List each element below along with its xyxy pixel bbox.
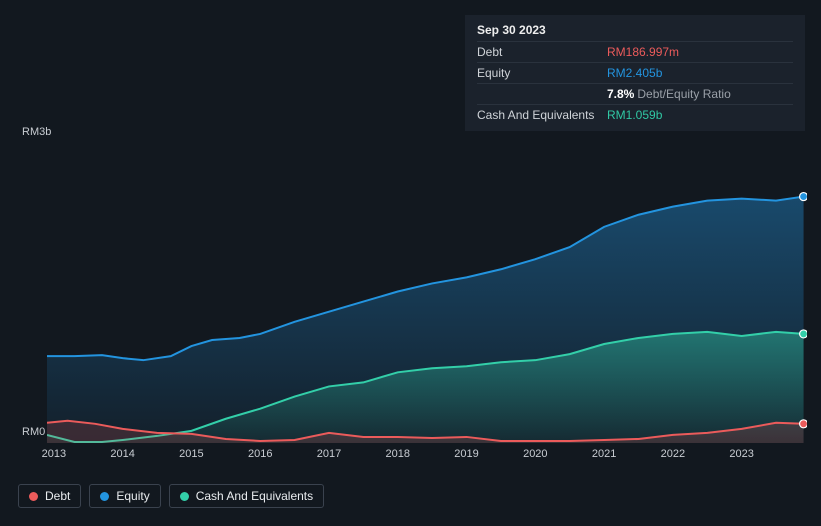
legend-label: Debt: [45, 489, 70, 503]
x-tick: 2022: [661, 448, 685, 460]
chart-svg: [47, 140, 807, 443]
x-tick: 2021: [592, 448, 616, 460]
x-tick: 2013: [42, 448, 66, 460]
x-tick: 2017: [317, 448, 341, 460]
x-tick: 2018: [386, 448, 410, 460]
tooltip-row-debt: Debt RM186.997m: [477, 41, 793, 62]
chart-legend: Debt Equity Cash And Equivalents: [18, 484, 324, 508]
x-tick: 2019: [454, 448, 478, 460]
tooltip-date: Sep 30 2023: [477, 23, 793, 41]
x-tick: 2023: [729, 448, 753, 460]
legend-label: Equity: [116, 489, 149, 503]
tooltip-ratio: 7.8%Debt/Equity Ratio: [607, 87, 731, 101]
x-axis: 2013201420152016201720182019202020212022…: [47, 448, 807, 464]
debt-end-dot-icon: [800, 420, 807, 428]
debt-dot-icon: [29, 492, 38, 501]
cash-dot-icon: [180, 492, 189, 501]
x-tick: 2014: [110, 448, 134, 460]
cash-end-dot-icon: [800, 330, 807, 338]
tooltip-label: Debt: [477, 45, 607, 59]
equity-dot-icon: [100, 492, 109, 501]
y-axis-top-label: RM3b: [22, 126, 51, 138]
ratio-pct: 7.8%: [607, 87, 634, 101]
tooltip-row-equity: Equity RM2.405b: [477, 62, 793, 83]
tooltip-label: [477, 87, 607, 101]
tooltip-label: Equity: [477, 66, 607, 80]
tooltip-value: RM2.405b: [607, 66, 662, 80]
legend-label: Cash And Equivalents: [196, 489, 313, 503]
x-tick: 2016: [248, 448, 272, 460]
equity-end-dot-icon: [800, 193, 807, 201]
y-axis-bottom-label: RM0: [22, 426, 45, 438]
area-chart[interactable]: [47, 140, 807, 443]
legend-item-equity[interactable]: Equity: [89, 484, 160, 508]
x-tick: 2020: [523, 448, 547, 460]
x-tick: 2015: [179, 448, 203, 460]
data-tooltip: Sep 30 2023 Debt RM186.997m Equity RM2.4…: [465, 15, 805, 131]
ratio-label: Debt/Equity Ratio: [637, 87, 730, 101]
legend-item-cash[interactable]: Cash And Equivalents: [169, 484, 324, 508]
legend-item-debt[interactable]: Debt: [18, 484, 81, 508]
tooltip-value: RM1.059b: [607, 108, 662, 122]
tooltip-row-cash: Cash And Equivalents RM1.059b: [477, 104, 793, 125]
tooltip-value: RM186.997m: [607, 45, 679, 59]
tooltip-row-ratio: 7.8%Debt/Equity Ratio: [477, 83, 793, 104]
tooltip-label: Cash And Equivalents: [477, 108, 607, 122]
